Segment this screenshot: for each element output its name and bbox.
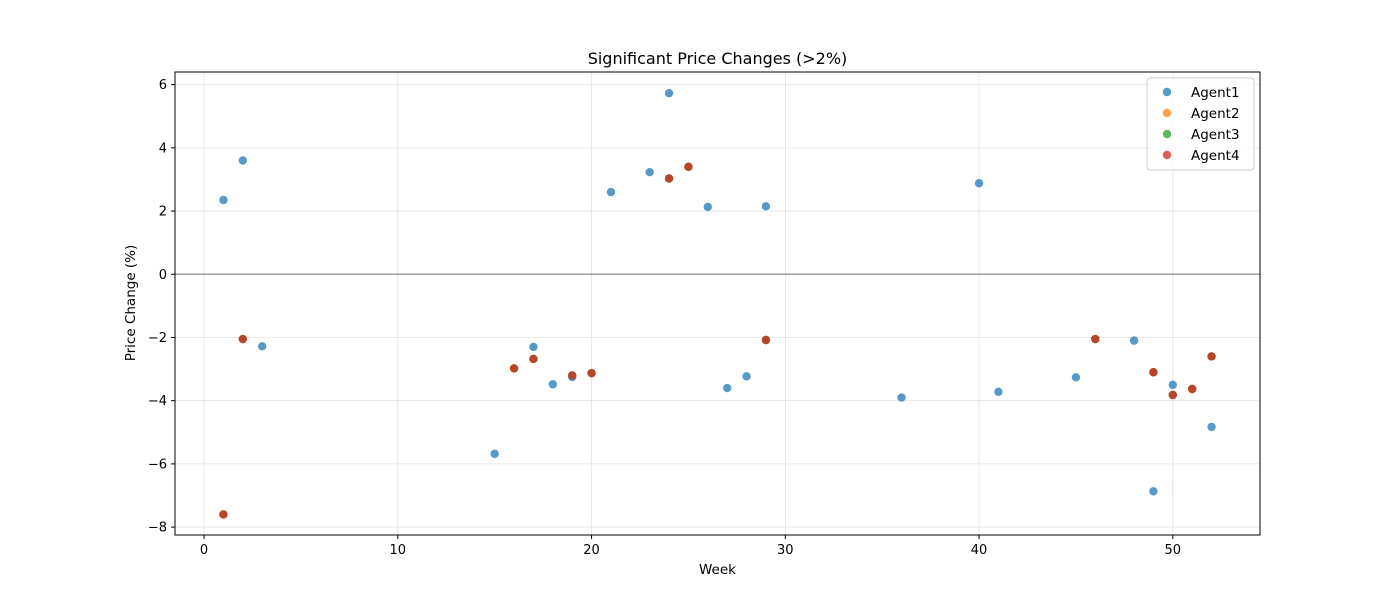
data-points bbox=[219, 88, 1216, 519]
data-point bbox=[257, 342, 267, 351]
y-tick-label: −6 bbox=[148, 457, 167, 472]
legend-label: Agent3 bbox=[1191, 127, 1240, 143]
axis-ticks: 0 10 20 30 40 50 −8 −6 −4 −2 0 2 4 6 bbox=[148, 78, 1181, 558]
x-tick-label: 10 bbox=[390, 543, 407, 558]
y-tick-label: −8 bbox=[148, 521, 167, 536]
legend-marker bbox=[1162, 87, 1172, 97]
series-agent4 bbox=[219, 162, 1216, 519]
data-point bbox=[1149, 368, 1158, 377]
y-axis-label: Price Change (%) bbox=[123, 245, 139, 362]
legend-label: Agent1 bbox=[1191, 85, 1240, 101]
data-point bbox=[1149, 487, 1158, 496]
data-point bbox=[703, 202, 713, 212]
data-point bbox=[761, 335, 771, 345]
y-tick-label: −4 bbox=[148, 394, 167, 409]
x-tick-label: 30 bbox=[777, 543, 794, 558]
x-axis-label: Week bbox=[699, 562, 736, 578]
data-point bbox=[548, 380, 558, 389]
legend-label: Agent2 bbox=[1191, 106, 1240, 122]
data-point bbox=[509, 364, 519, 373]
data-point bbox=[606, 187, 616, 197]
legend: Agent1 Agent2 Agent3 Agent4 bbox=[1146, 77, 1255, 171]
x-tick-label: 20 bbox=[583, 543, 600, 558]
y-tick-label: 0 bbox=[159, 268, 167, 283]
x-tick-label: 0 bbox=[200, 543, 208, 558]
legend-box bbox=[1146, 77, 1255, 171]
data-point bbox=[219, 510, 228, 519]
data-point bbox=[219, 195, 228, 205]
data-point bbox=[897, 393, 906, 402]
data-point bbox=[529, 342, 538, 352]
y-tick-label: 2 bbox=[159, 205, 167, 220]
data-point bbox=[1071, 373, 1081, 382]
data-point bbox=[722, 383, 732, 393]
data-point bbox=[645, 167, 654, 177]
y-tick-label: −2 bbox=[148, 331, 167, 346]
data-point bbox=[994, 387, 1003, 397]
y-tick-label: 4 bbox=[159, 141, 167, 156]
legend-marker bbox=[1162, 150, 1172, 160]
data-point bbox=[761, 202, 771, 211]
data-point bbox=[974, 179, 984, 188]
legend-label: Agent4 bbox=[1191, 148, 1240, 164]
data-point bbox=[1129, 336, 1139, 345]
data-point bbox=[664, 174, 674, 183]
y-tick-label: 6 bbox=[159, 78, 167, 93]
data-point bbox=[567, 371, 577, 380]
data-point bbox=[1207, 352, 1216, 361]
data-point bbox=[1091, 334, 1100, 344]
data-point bbox=[238, 156, 248, 165]
data-point bbox=[587, 368, 596, 378]
x-tick-label: 50 bbox=[1165, 543, 1182, 558]
data-point bbox=[490, 449, 499, 458]
data-point bbox=[742, 372, 751, 381]
legend-marker bbox=[1162, 108, 1172, 118]
data-point bbox=[529, 354, 538, 364]
plot-area-frame bbox=[174, 71, 1261, 536]
legend-marker bbox=[1162, 129, 1172, 139]
data-point bbox=[238, 334, 248, 344]
data-point bbox=[1207, 422, 1216, 432]
data-point bbox=[1168, 380, 1178, 390]
x-tick-label: 40 bbox=[971, 543, 988, 558]
data-point bbox=[1187, 384, 1197, 394]
data-point bbox=[664, 88, 674, 98]
data-point bbox=[1168, 390, 1178, 400]
data-point bbox=[684, 162, 693, 172]
chart-title: Significant Price Changes (>2%) bbox=[588, 49, 848, 68]
